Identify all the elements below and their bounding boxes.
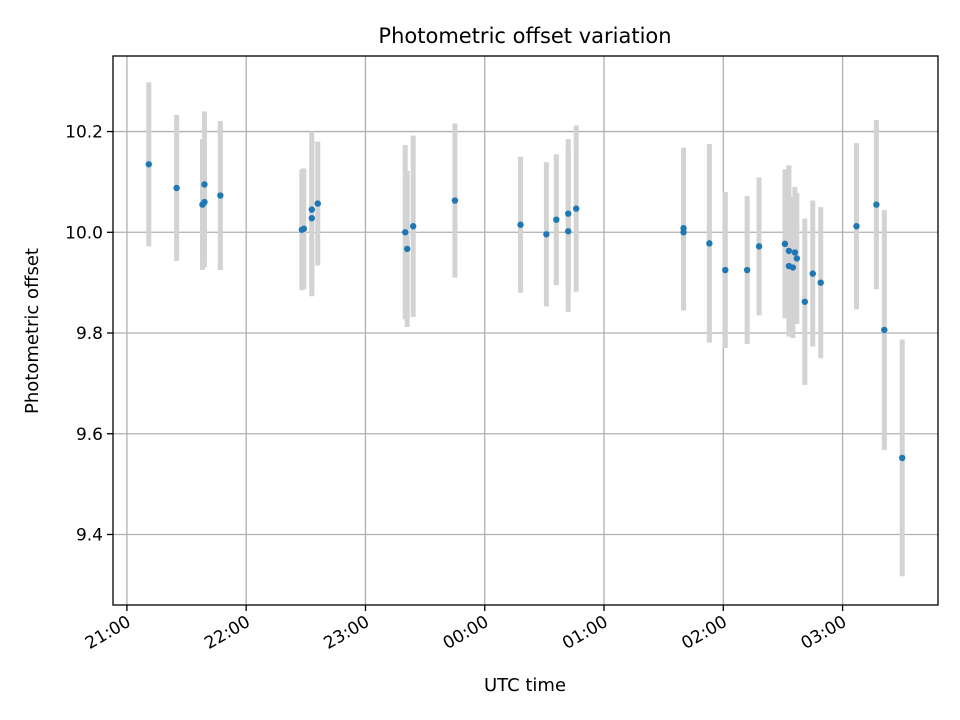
data-point: [785, 247, 793, 255]
data-point: [217, 192, 224, 199]
data-point: [743, 266, 751, 274]
data-point: [793, 255, 801, 262]
x-tick-label: 00:00: [440, 612, 492, 654]
data-point: [201, 198, 208, 206]
plot-frame: [112, 55, 939, 606]
chart-title: Photometric offset variation: [378, 24, 671, 48]
error-bars: [146, 82, 905, 577]
data-point: [451, 197, 459, 204]
data-point: [706, 240, 713, 247]
data-point: [680, 229, 687, 236]
data-point: [173, 184, 180, 192]
data-point: [565, 228, 572, 235]
data-point: [801, 298, 809, 305]
data-point: [517, 221, 524, 228]
data-point: [722, 266, 729, 274]
data-point: [553, 216, 560, 223]
data-point: [308, 206, 315, 213]
x-tick-label: 01:00: [559, 612, 611, 654]
data-point: [781, 240, 789, 248]
x-axis-label: UTC time: [484, 675, 566, 696]
y-tick-label: 10.0: [65, 223, 103, 243]
data-point: [145, 161, 152, 168]
data-point: [543, 231, 550, 238]
data-point: [314, 200, 321, 207]
y-axis-ticks: 9.4 9.6 9.8 10.0 10.2: [65, 123, 113, 545]
data-point: [789, 264, 797, 271]
data-point: [201, 181, 208, 188]
data-point: [853, 223, 860, 230]
data-point: [873, 201, 880, 208]
data-points: [145, 161, 906, 462]
data-point: [791, 249, 799, 256]
y-axis-label: Photometric offset: [22, 248, 43, 414]
x-axis-ticks: 21:00 22:00 23:00 00:00 01:00 02:00 03:00: [82, 605, 850, 654]
data-point: [881, 326, 888, 334]
x-tick-label: 02:00: [678, 612, 730, 654]
data-point: [409, 223, 417, 230]
data-point: [899, 454, 906, 462]
data-point: [817, 279, 824, 286]
x-tick-label: 22:00: [201, 612, 253, 654]
data-point: [565, 210, 572, 217]
data-point: [755, 243, 763, 250]
x-tick-label: 23:00: [321, 612, 373, 654]
y-tick-label: 10.2: [65, 123, 103, 143]
data-point: [402, 229, 409, 236]
y-tick-label: 9.6: [76, 425, 103, 445]
data-point: [300, 225, 308, 232]
x-tick-label: 21:00: [82, 612, 134, 654]
data-point: [572, 205, 580, 212]
y-tick-label: 9.4: [76, 525, 103, 545]
data-point: [308, 214, 315, 222]
data-point: [809, 270, 816, 277]
y-tick-label: 9.8: [76, 324, 103, 344]
data-point: [404, 245, 411, 253]
x-tick-label: 03:00: [798, 612, 850, 654]
